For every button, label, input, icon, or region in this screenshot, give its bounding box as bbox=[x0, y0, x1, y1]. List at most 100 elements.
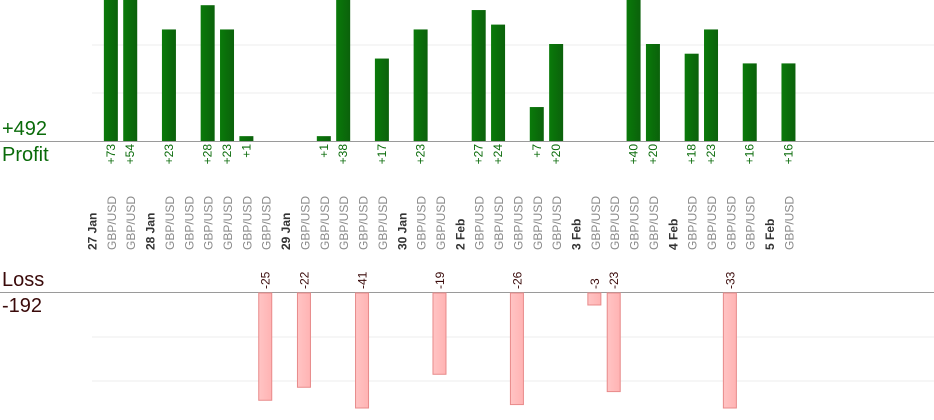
loss-value-label: -25 bbox=[259, 271, 273, 289]
category-label: GBP/USD bbox=[376, 196, 390, 250]
category-label: GBP/USD bbox=[782, 196, 796, 250]
profit-value-label: +73 bbox=[104, 144, 118, 165]
category-label: GBP/USD bbox=[357, 196, 371, 250]
loss-value-label: -3 bbox=[588, 278, 602, 289]
profit-bar bbox=[316, 136, 331, 141]
profit-value-label: +1 bbox=[317, 144, 331, 158]
profit-bar bbox=[781, 63, 796, 141]
loss-bar bbox=[296, 292, 311, 388]
profit-bar bbox=[336, 0, 351, 141]
category-label: GBP/USD bbox=[492, 196, 506, 250]
profit-bar bbox=[704, 29, 719, 142]
profit-value-label: +23 bbox=[220, 144, 234, 165]
profit-bar bbox=[220, 29, 235, 142]
loss-value-label: -41 bbox=[356, 271, 370, 289]
profit-bar bbox=[200, 5, 215, 142]
profit-bar bbox=[491, 24, 506, 142]
category-label: GBP/USD bbox=[744, 196, 758, 250]
category-labels: 27 Jan GBP/USD GBP/USD 28 Jan GBP/USD GBP/USD… bbox=[86, 196, 797, 250]
category-label: GBP/USD bbox=[511, 196, 525, 250]
profit-label: Profit bbox=[2, 144, 49, 166]
date-label: 29 Jan bbox=[279, 213, 293, 250]
profit-bar bbox=[471, 10, 486, 141]
loss-bar bbox=[432, 292, 447, 375]
profit-value-label: +20 bbox=[549, 144, 563, 165]
loss-bar bbox=[606, 292, 621, 393]
date-label: 28 Jan bbox=[144, 213, 158, 250]
category-label: GBP/USD bbox=[473, 196, 487, 250]
loss-total: -192 bbox=[2, 295, 43, 317]
category-label: GBP/USD bbox=[318, 196, 332, 250]
profit-value-label: +23 bbox=[162, 144, 176, 165]
profit-value-label: +38 bbox=[336, 144, 350, 165]
date-label: 5 Feb bbox=[763, 219, 777, 250]
profit-value-label: +23 bbox=[704, 144, 718, 165]
profit-bar bbox=[684, 53, 699, 142]
category-label: GBP/USD bbox=[589, 196, 603, 250]
category-label: GBP/USD bbox=[608, 196, 622, 250]
category-label: GBP/USD bbox=[434, 196, 448, 250]
profit-value-label: +7 bbox=[530, 144, 544, 158]
profit-value-label: +27 bbox=[472, 144, 486, 165]
date-label: 4 Feb bbox=[666, 219, 680, 250]
date-label: 2 Feb bbox=[453, 219, 467, 250]
loss-bar bbox=[587, 292, 602, 306]
loss-label: Loss bbox=[2, 269, 45, 291]
profit-bar bbox=[239, 136, 254, 141]
category-label: GBP/USD bbox=[724, 196, 738, 250]
category-label: GBP/USD bbox=[105, 196, 119, 250]
profit-value-label: +17 bbox=[375, 144, 389, 165]
profit-value-label: +16 bbox=[781, 144, 795, 165]
category-label: GBP/USD bbox=[550, 196, 564, 250]
loss-value-label: -33 bbox=[723, 271, 737, 289]
profit-value-label: +23 bbox=[414, 144, 428, 165]
category-label: GBP/USD bbox=[647, 196, 661, 250]
loss-value-label: -19 bbox=[433, 271, 447, 289]
loss-bar bbox=[509, 292, 524, 406]
value-labels: +73 +54 +23 +28 +23 +1 -25 -22 +1 +38 -41 +17 +23 -19… bbox=[104, 144, 796, 289]
category-label: GBP/USD bbox=[628, 196, 642, 250]
category-label: GBP/USD bbox=[182, 196, 196, 250]
profit-bar bbox=[645, 44, 660, 141]
category-label: GBP/USD bbox=[163, 196, 177, 250]
loss-value-label: -26 bbox=[510, 271, 524, 289]
profit-value-label: +18 bbox=[685, 144, 699, 165]
profit-value-label: +40 bbox=[627, 144, 641, 165]
profit-value-label: +1 bbox=[239, 144, 253, 158]
date-label: 30 Jan bbox=[395, 213, 409, 250]
profit-bar bbox=[626, 0, 641, 141]
profit-value-label: +20 bbox=[646, 144, 660, 165]
loss-value-label: -22 bbox=[297, 271, 311, 289]
category-label: GBP/USD bbox=[415, 196, 429, 250]
profit-value-label: +28 bbox=[201, 144, 215, 165]
category-label: GBP/USD bbox=[124, 196, 138, 250]
category-label: GBP/USD bbox=[298, 196, 312, 250]
profit-bar bbox=[123, 0, 138, 141]
loss-bar bbox=[355, 292, 370, 409]
category-label: GBP/USD bbox=[221, 196, 235, 250]
bars bbox=[103, 0, 796, 409]
profit-bar bbox=[549, 44, 564, 141]
date-label: 3 Feb bbox=[570, 219, 584, 250]
profit-bar bbox=[529, 107, 544, 141]
loss-value-label: -23 bbox=[607, 271, 621, 289]
profit-bar bbox=[413, 29, 428, 142]
category-label: GBP/USD bbox=[260, 196, 274, 250]
category-label: GBP/USD bbox=[705, 196, 719, 250]
profit-total: +492 bbox=[2, 118, 48, 140]
category-label: GBP/USD bbox=[531, 196, 545, 250]
loss-bar bbox=[258, 292, 273, 401]
profit-value-label: +54 bbox=[123, 144, 137, 165]
profit-bar bbox=[161, 29, 176, 142]
category-label: GBP/USD bbox=[202, 196, 216, 250]
category-label: GBP/USD bbox=[337, 196, 351, 250]
profit-bar bbox=[374, 58, 389, 141]
profit-value-label: +16 bbox=[743, 144, 757, 165]
category-label: GBP/USD bbox=[686, 196, 700, 250]
profit-value-label: +24 bbox=[491, 144, 505, 165]
date-label: 27 Jan bbox=[86, 213, 100, 250]
profit-bar bbox=[103, 0, 118, 141]
category-label: GBP/USD bbox=[240, 196, 254, 250]
profit-bar bbox=[742, 63, 757, 141]
